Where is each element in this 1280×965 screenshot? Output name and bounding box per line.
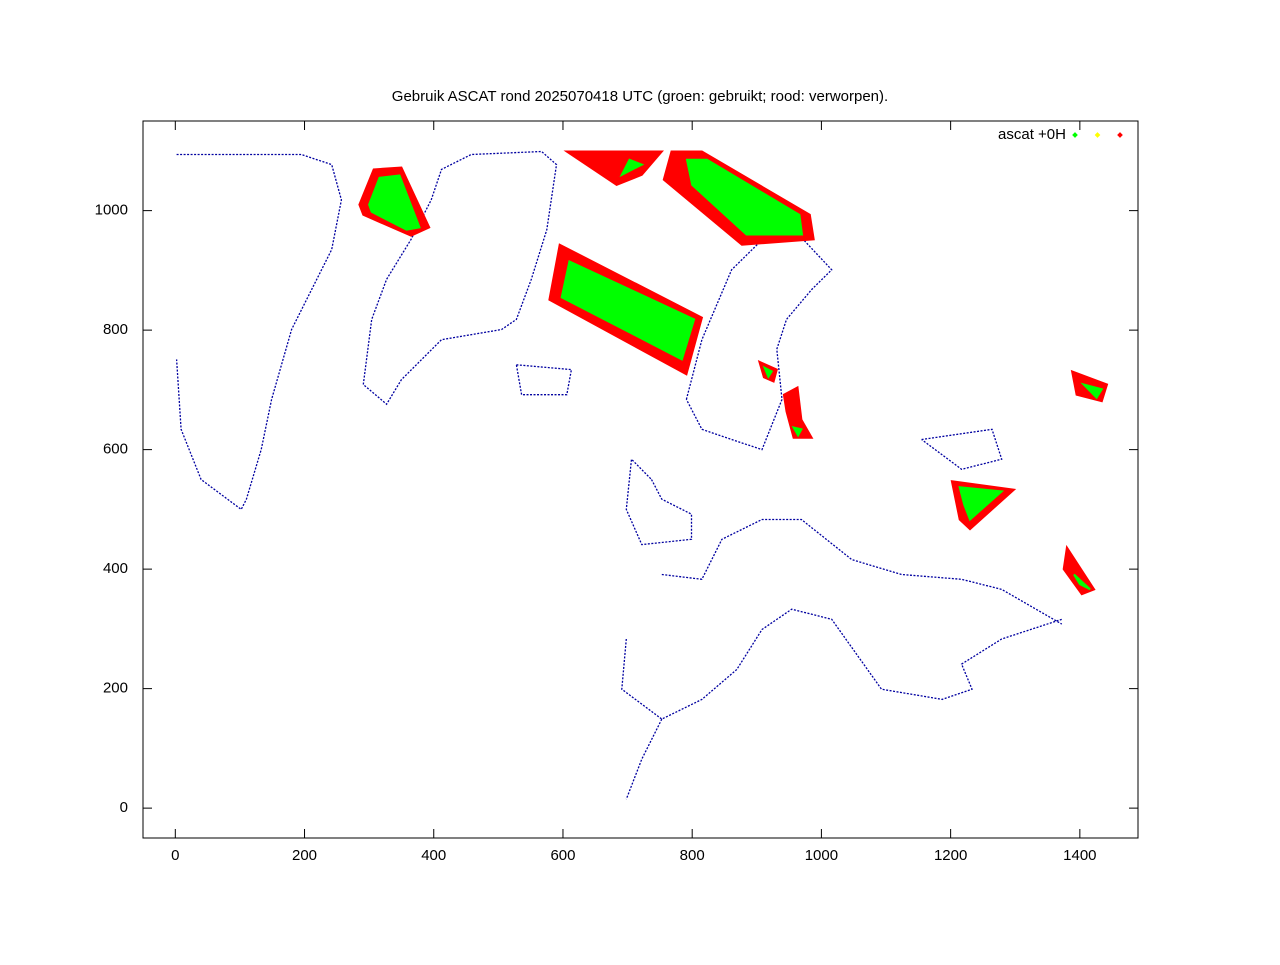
y-tick-label: 400 <box>103 560 128 577</box>
x-tick-label: 1200 <box>934 847 967 864</box>
swath-region <box>958 486 1005 522</box>
legend-marker <box>1117 132 1123 138</box>
y-tick-label: 200 <box>103 680 128 697</box>
plot-area <box>175 150 1109 800</box>
swath-region <box>563 150 664 187</box>
swath-region <box>1080 382 1104 400</box>
legend-marker <box>1072 132 1078 138</box>
swath-region <box>619 158 645 178</box>
y-tick-label: 1000 <box>95 202 128 219</box>
swath-region <box>1073 573 1091 591</box>
swath-region <box>782 385 814 439</box>
y-tick-label: 0 <box>120 799 128 816</box>
x-tick-label: 800 <box>680 847 705 864</box>
swath-region <box>368 174 421 231</box>
x-tick-label: 0 <box>171 847 179 864</box>
legend-label: ascat +0H <box>998 126 1066 143</box>
coastline <box>175 150 1063 800</box>
x-tick-label: 1000 <box>805 847 838 864</box>
x-tick-label: 1400 <box>1063 847 1096 864</box>
swath-region <box>560 259 696 361</box>
y-tick-label: 800 <box>103 321 128 338</box>
swath-region <box>1062 544 1096 596</box>
plot-border <box>142 120 1139 839</box>
swath-region <box>791 426 803 438</box>
swath-region <box>762 365 774 379</box>
y-tick-label: 600 <box>103 441 128 458</box>
x-tick-label: 200 <box>292 847 317 864</box>
x-tick-label: 600 <box>550 847 575 864</box>
x-tick-label: 400 <box>421 847 446 864</box>
legend-marker <box>1094 132 1101 138</box>
swath-region <box>685 158 804 236</box>
chart-title: Gebruik ASCAT rond 2025070418 UTC (groen… <box>392 88 888 105</box>
